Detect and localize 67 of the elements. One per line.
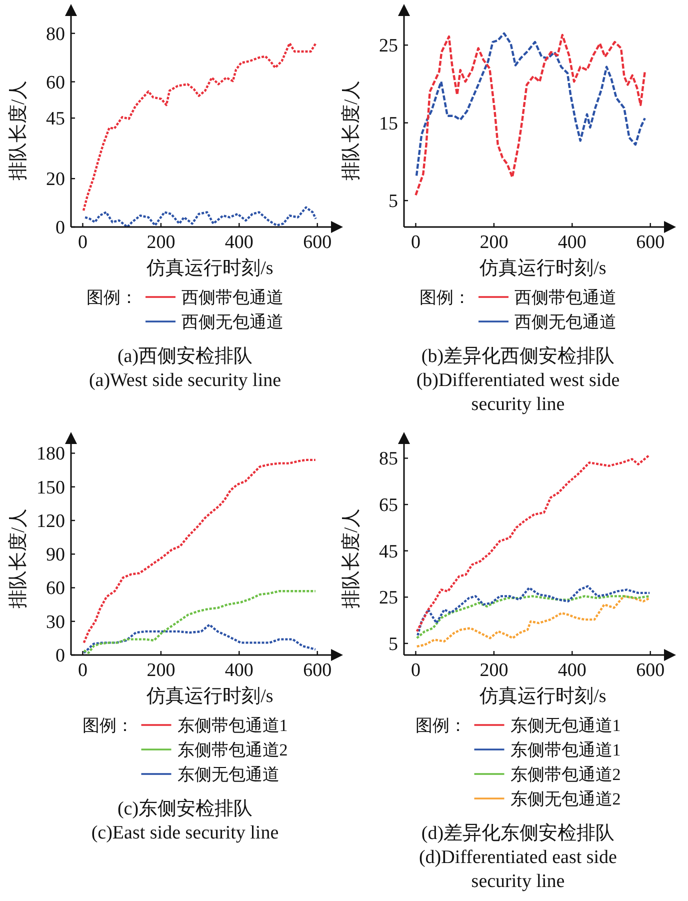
y-tick-label: 60	[46, 72, 65, 94]
x-tick-label: 0	[410, 232, 420, 253]
y-tick-label: 25	[379, 588, 398, 609]
y-tick-label: 150	[36, 477, 65, 498]
text: (b)差异化西侧安检排队	[421, 345, 615, 367]
text: (b)Differentiated west side security line	[416, 370, 620, 415]
legend-label: 东侧无包通道1	[510, 716, 621, 735]
x-tick-label: 600	[636, 232, 665, 253]
y-axis-title: 排队长度/人	[7, 80, 29, 181]
x-axis-title: 仿真运行时刻/s	[478, 257, 606, 279]
y-tick-label: 5	[388, 191, 398, 212]
x-tick-label: 400	[558, 660, 586, 681]
y-tick-label: 180	[36, 444, 65, 465]
x-tick-label: 600	[303, 660, 332, 681]
y-tick-label: 45	[46, 108, 65, 130]
x-axis-title: 仿真运行时刻/s	[146, 685, 274, 707]
legend-label: 西侧带包通道	[182, 288, 284, 307]
x-tick-label: 200	[480, 232, 508, 253]
y-tick-label: 60	[46, 578, 65, 600]
text: (d)Differentiated east side security line	[418, 847, 618, 892]
y-tick-label: 0	[56, 646, 65, 666]
legend-label: 西侧带包通道	[514, 288, 616, 307]
y-tick-label: 25	[379, 36, 398, 57]
x-tick-label: 600	[636, 660, 665, 681]
y-tick-label: 45	[379, 541, 398, 562]
y-axis-title: 排队长度/人	[7, 508, 29, 609]
text: (c)东侧安检排队	[117, 798, 253, 820]
x-tick-label: 0	[78, 232, 88, 253]
text: (a)West side security line	[88, 370, 282, 391]
legend-label: 东侧带包通道1	[177, 716, 288, 735]
y-tick-label: 120	[36, 510, 65, 532]
legend-title: 图例：	[82, 716, 134, 735]
legend-title: 图例：	[86, 288, 138, 307]
x-tick-label: 400	[224, 232, 254, 253]
legend-label: 东侧无包通道	[177, 765, 280, 784]
x-tick-label: 0	[78, 660, 88, 681]
text: (c)East side security line	[91, 822, 279, 844]
legend-label: 东侧带包通道2	[510, 765, 621, 784]
y-axis-title: 排队长度/人	[340, 508, 362, 609]
x-tick-label: 200	[480, 660, 508, 681]
x-axis-title: 仿真运行时刻/s	[478, 685, 606, 707]
x-tick-label: 200	[146, 232, 176, 253]
y-tick-label: 90	[46, 544, 65, 566]
x-axis-title: 仿真运行时刻/s	[146, 257, 274, 279]
y-tick-label: 85	[379, 448, 398, 470]
y-tick-label: 20	[46, 169, 65, 190]
x-tick-label: 400	[558, 232, 586, 253]
x-tick-label: 0	[410, 660, 420, 681]
x-tick-label: 600	[303, 232, 332, 253]
legend-label: 东侧带包通道2	[177, 740, 288, 760]
x-tick-label: 400	[224, 660, 254, 681]
y-tick-label: 30	[46, 612, 65, 633]
y-tick-label: 5	[388, 634, 398, 655]
text: (d)差异化东侧安检排队	[421, 822, 615, 844]
y-tick-label: 15	[379, 113, 398, 134]
legend-label: 西侧无包通道	[182, 312, 284, 332]
y-tick-label: 80	[46, 24, 65, 45]
y-axis-title: 排队长度/人	[340, 80, 362, 181]
legend-label: 东侧带包通道1	[510, 740, 621, 760]
legend-title: 图例：	[415, 716, 466, 735]
y-tick-label: 65	[379, 495, 398, 516]
text: (a)西侧安检排队	[117, 345, 253, 367]
x-tick-label: 200	[146, 660, 176, 681]
legend-title: 图例：	[420, 288, 470, 307]
y-tick-label: 0	[56, 218, 65, 238]
legend-label: 东侧无包通道2	[510, 790, 621, 808]
legend-label: 西侧无包通道	[514, 312, 616, 332]
